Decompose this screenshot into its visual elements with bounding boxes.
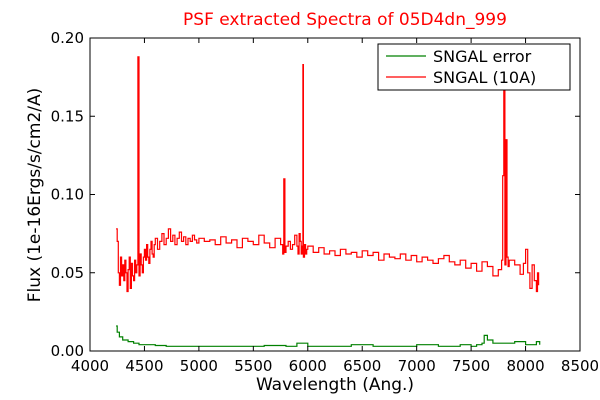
x-tick-label: 7500: [452, 357, 490, 375]
legend-label-sngal-10a: SNGAL (10A): [433, 68, 536, 87]
x-tick-label: 4500: [125, 357, 163, 375]
x-axis-label: Wavelength (Ang.): [256, 375, 414, 395]
y-tick-label: 0.05: [51, 264, 84, 282]
series-line-0: [116, 325, 541, 347]
legend: SNGAL error SNGAL (10A): [377, 43, 571, 91]
x-tick-label: 6500: [343, 357, 381, 375]
ticks-layer: 4000 4500 5000 5500 6000 6500 7000 7500 8000 8500…: [51, 29, 600, 375]
x-tick-label: 8500: [561, 357, 599, 375]
series-layer: [116, 56, 541, 347]
y-tick-label: 0.20: [51, 29, 84, 47]
legend-box: [377, 43, 571, 91]
y-tick-label: 0.10: [51, 186, 84, 204]
legend-label-sngal-error: SNGAL error: [433, 47, 532, 66]
x-tick-label: 5500: [234, 357, 272, 375]
y-tick-label: 0.00: [51, 342, 84, 360]
series-line-1: [116, 56, 540, 293]
x-tick-label: 6000: [289, 357, 327, 375]
x-tick-label: 7000: [398, 357, 436, 375]
y-tick-label: 0.15: [51, 107, 84, 125]
y-axis-label: Flux (1e-16Ergs/s/cm2/A): [25, 88, 45, 303]
chart-title: PSF extracted Spectra of 05D4dn_999: [183, 10, 507, 30]
x-tick-label: 5000: [180, 357, 218, 375]
x-tick-label: 8000: [506, 357, 544, 375]
x-tick-label: 4000: [71, 357, 109, 375]
